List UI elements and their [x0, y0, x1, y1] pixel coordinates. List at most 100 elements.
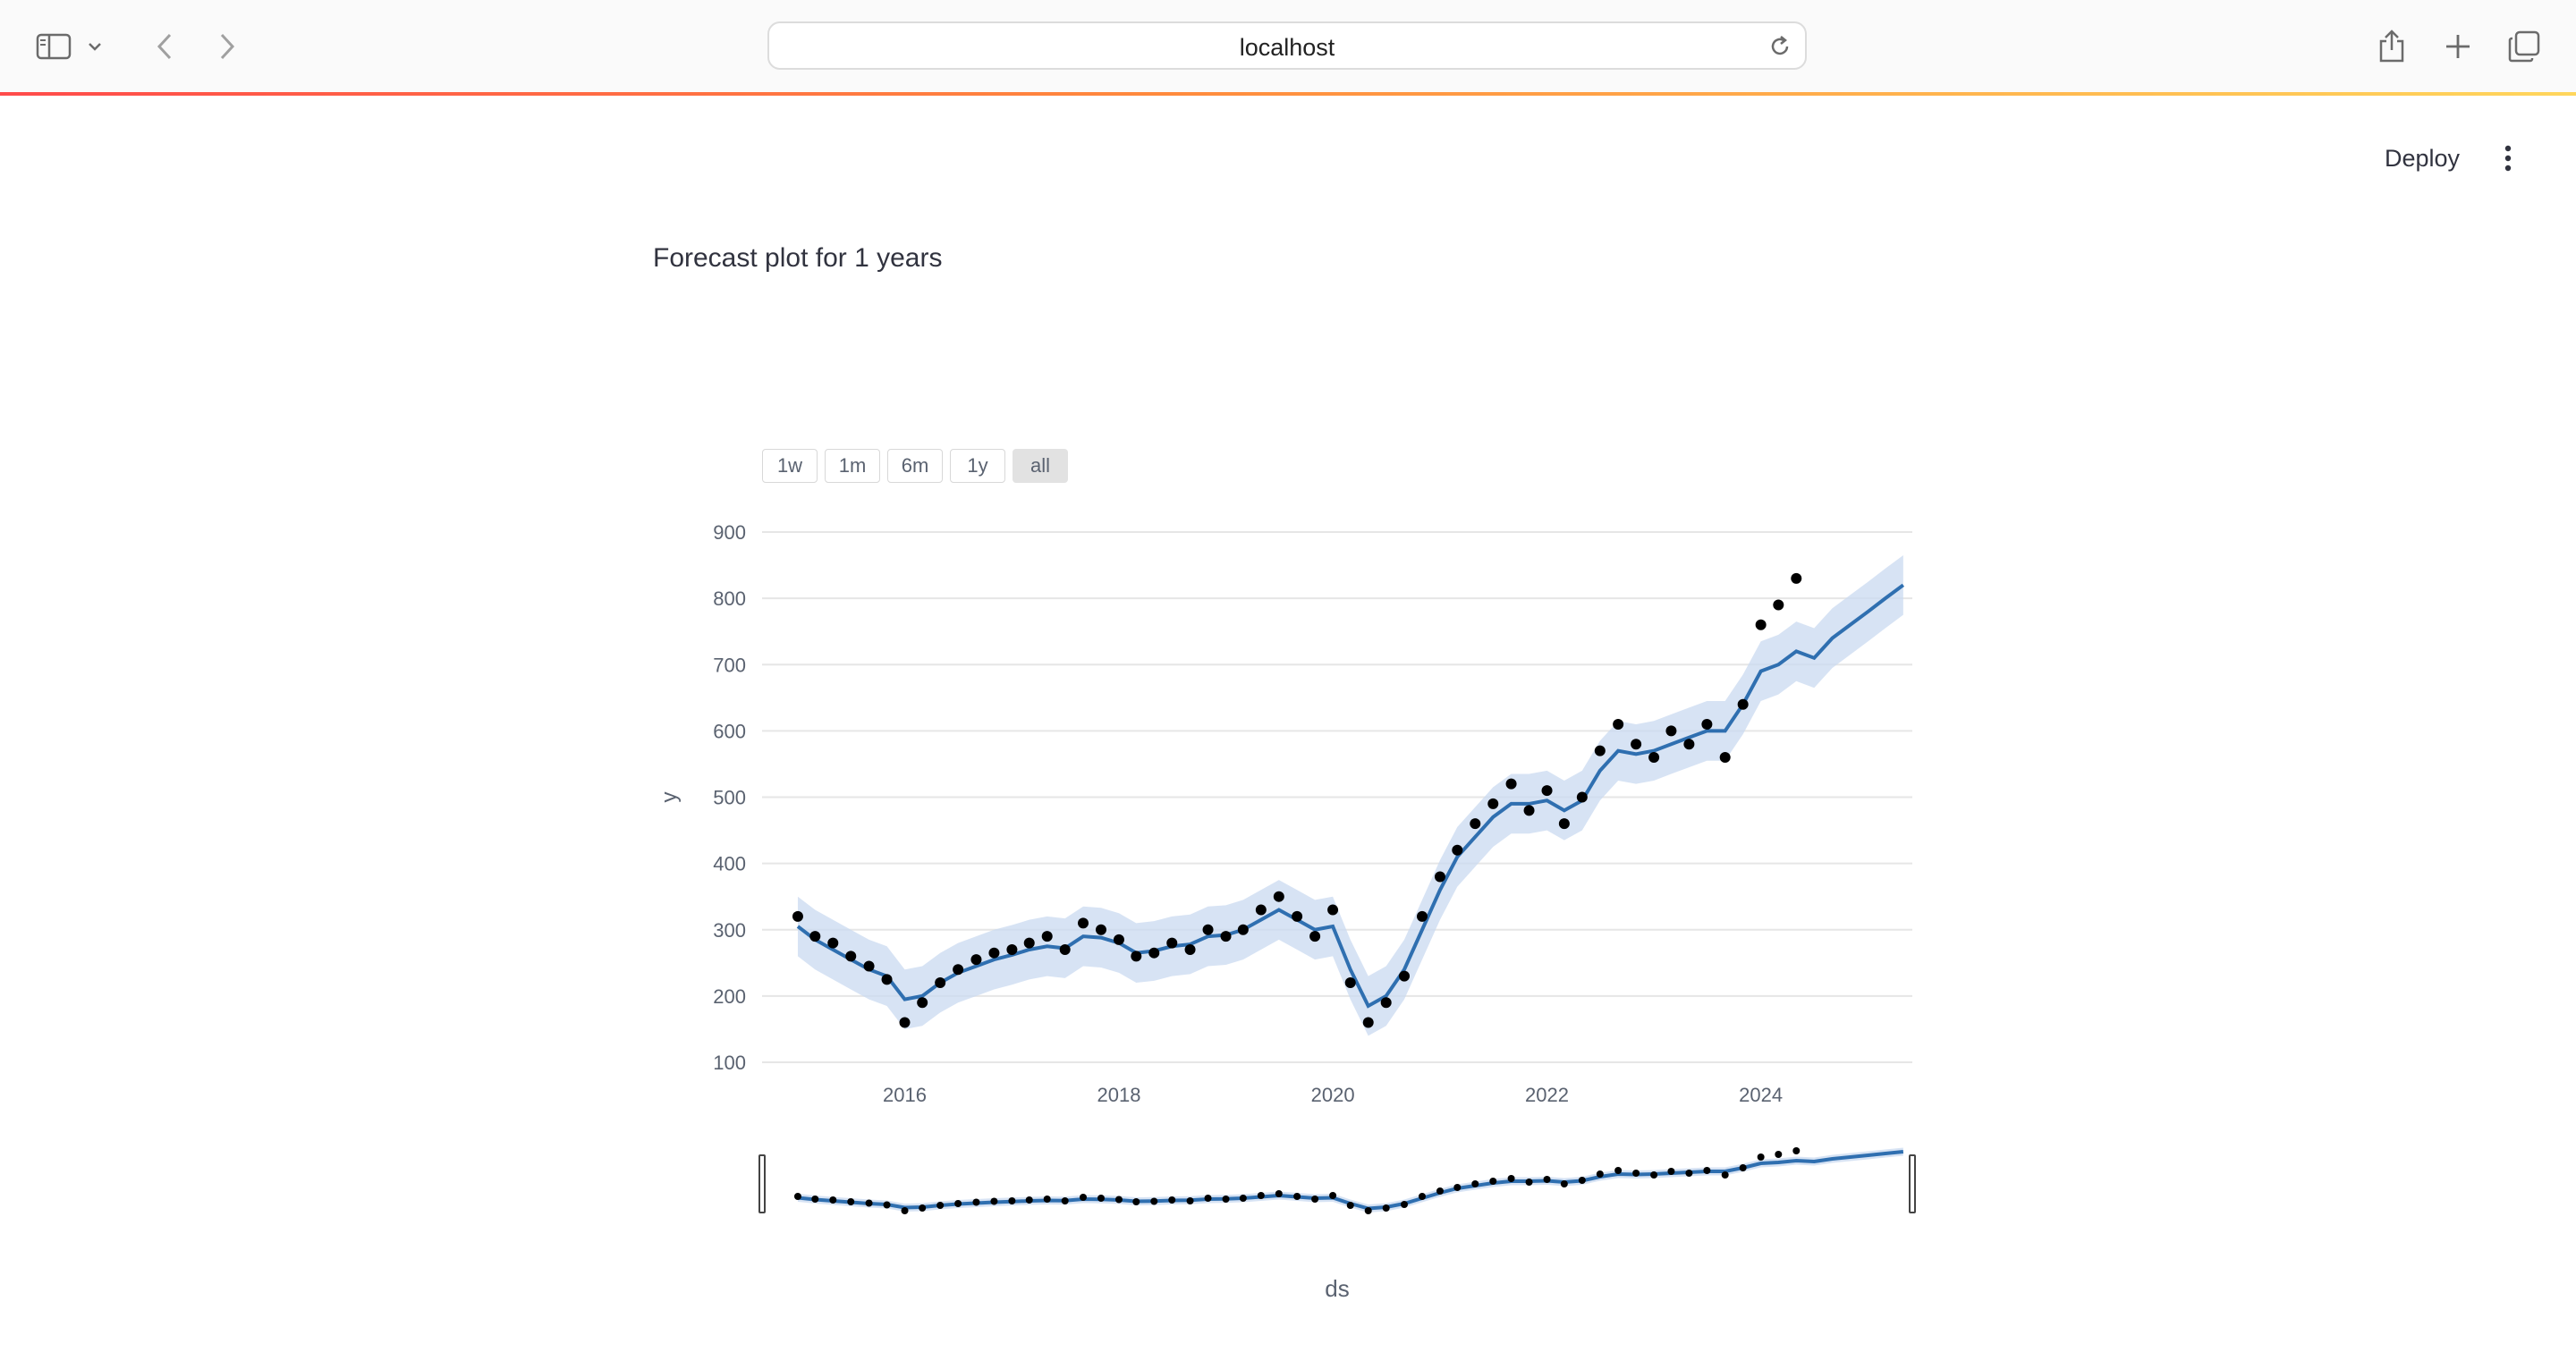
actual-point	[1006, 943, 1018, 955]
range-slider-point	[1543, 1176, 1551, 1183]
x-axis-title: ds	[1325, 1275, 1349, 1302]
actual-point	[1719, 752, 1731, 764]
range-slider-point	[1132, 1198, 1140, 1205]
range-slider-point	[1275, 1190, 1283, 1197]
address-bar[interactable]: localhost	[767, 21, 1807, 70]
range-slider-point	[954, 1200, 962, 1207]
range-button-1m[interactable]: 1m	[825, 449, 880, 483]
actual-point	[863, 960, 875, 972]
y-tick-label: 900	[713, 521, 746, 544]
range-slider-point	[990, 1197, 998, 1205]
range-slider-point	[829, 1196, 837, 1204]
range-slider-point	[1489, 1178, 1497, 1185]
x-tick-label: 2020	[1311, 1084, 1355, 1106]
actual-point	[845, 951, 857, 962]
actual-point	[1576, 791, 1588, 803]
share-icon[interactable]	[2365, 20, 2419, 73]
kebab-menu-icon[interactable]	[2487, 134, 2529, 182]
deploy-button[interactable]: Deploy	[2384, 144, 2461, 172]
actual-point	[1113, 934, 1124, 945]
range-slider-handle-left[interactable]	[758, 1154, 766, 1213]
tabs-icon[interactable]	[2497, 20, 2551, 73]
x-tick-label: 2022	[1525, 1084, 1569, 1106]
range-slider-point	[1043, 1196, 1051, 1203]
range-slider-point	[1650, 1171, 1658, 1179]
range-slider-point	[1025, 1196, 1033, 1204]
y-tick-label: 200	[713, 985, 746, 1008]
range-slider-point	[1471, 1180, 1479, 1187]
chevron-down-icon[interactable]	[77, 20, 113, 73]
x-tick-label: 2024	[1739, 1084, 1783, 1106]
forward-icon[interactable]	[200, 20, 254, 73]
actual-point	[1292, 910, 1303, 922]
actual-point	[1613, 718, 1624, 730]
actual-point	[1148, 947, 1160, 959]
range-slider-point	[1186, 1197, 1194, 1204]
actual-point	[1255, 904, 1267, 916]
range-slider-point	[1453, 1184, 1462, 1191]
forecast-line	[796, 583, 1905, 1009]
browser-toolbar: localhost	[0, 0, 2576, 93]
x-tick-label: 2018	[1097, 1084, 1140, 1106]
actual-point	[1755, 619, 1767, 630]
range-slider-point	[1293, 1193, 1301, 1200]
streamlit-accent-line	[0, 92, 2576, 96]
range-slider-point	[1560, 1180, 1568, 1187]
range-button-1y[interactable]: 1y	[950, 449, 1005, 483]
range-slider-point	[1578, 1177, 1586, 1184]
reload-icon[interactable]	[1764, 30, 1796, 63]
range-slider-point	[1222, 1196, 1230, 1203]
forecast-chart[interactable]: 100 200 300 400 500 600 700 800 900 2016 2018 2020 2…	[626, 501, 1968, 1323]
range-slider-point	[1080, 1194, 1088, 1201]
actual-point	[1470, 818, 1481, 830]
range-slider-point	[972, 1198, 980, 1206]
range-slider-point	[1329, 1192, 1337, 1199]
plus-icon[interactable]	[2431, 20, 2485, 73]
actual-point	[1184, 943, 1196, 955]
range-button-all[interactable]: all	[1013, 449, 1068, 483]
y-tick-label: 700	[713, 654, 746, 676]
range-slider-point	[1685, 1170, 1693, 1177]
range-slider-point	[1525, 1179, 1533, 1186]
x-tick-label: 2016	[883, 1084, 927, 1106]
actual-point	[1773, 599, 1784, 611]
range-button-1w[interactable]: 1w	[762, 449, 818, 483]
back-icon[interactable]	[138, 20, 191, 73]
range-slider-point	[1382, 1204, 1390, 1212]
actual-point	[1095, 924, 1106, 935]
actual-point	[1631, 739, 1642, 750]
actual-point	[1683, 739, 1695, 750]
sidebar-icon[interactable]	[27, 20, 80, 73]
actual-point	[1594, 745, 1606, 756]
actual-point	[1487, 798, 1499, 809]
actual-point	[1701, 718, 1713, 730]
range-slider-point	[1775, 1151, 1783, 1158]
range-slider-point	[1792, 1147, 1801, 1154]
range-slider-point	[901, 1207, 909, 1214]
range-button-6m[interactable]: 6m	[887, 449, 943, 483]
actual-point	[899, 1017, 911, 1028]
actual-point	[953, 964, 964, 976]
range-slider-point	[1311, 1196, 1319, 1203]
range-slider-point	[1596, 1170, 1604, 1178]
range-slider-point	[936, 1202, 945, 1209]
actual-point	[1237, 924, 1249, 935]
range-slider-point	[1436, 1187, 1444, 1195]
y-tick-label: 300	[713, 919, 746, 942]
y-tick-label: 500	[713, 787, 746, 809]
range-slider-point	[1061, 1197, 1069, 1204]
range-slider-point	[1008, 1197, 1016, 1204]
actual-point	[1041, 931, 1053, 942]
y-tick-label: 600	[713, 720, 746, 742]
actual-point	[1523, 805, 1535, 816]
actual-point	[1737, 698, 1749, 710]
range-slider-point	[919, 1204, 927, 1212]
range-slider-point	[883, 1201, 891, 1209]
range-slider-point	[1614, 1167, 1623, 1174]
actual-point	[881, 974, 893, 985]
range-slider-point	[1204, 1195, 1212, 1202]
range-slider-point	[847, 1198, 855, 1205]
actual-point	[1220, 931, 1232, 942]
range-slider-handle-right[interactable]	[1909, 1154, 1916, 1213]
page-title: Forecast plot for 1 years	[653, 243, 943, 273]
